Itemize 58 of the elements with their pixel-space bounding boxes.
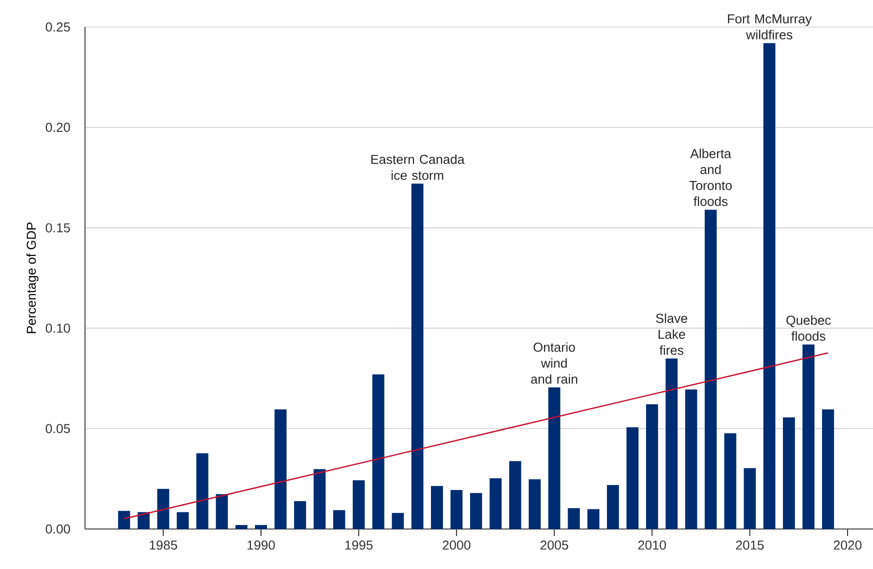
- bar: [802, 344, 814, 529]
- annotation: Alberta and Toronto floods: [689, 148, 732, 206]
- bar: [587, 509, 600, 529]
- bar: [528, 479, 541, 529]
- bar: [568, 508, 580, 529]
- bar: [196, 453, 208, 529]
- bar: [216, 494, 228, 529]
- bar: [333, 510, 346, 529]
- x-tick-label: 2010: [638, 540, 666, 550]
- y-tick-label: 0.15: [46, 223, 70, 232]
- bar: [704, 210, 717, 529]
- y-tick-label: 0.10: [46, 324, 70, 333]
- bar: [314, 469, 326, 529]
- bar: [118, 510, 130, 529]
- x-tick-label: 1985: [150, 540, 178, 550]
- bar: [646, 404, 658, 529]
- bar: [470, 493, 482, 529]
- x-tick-label: 2005: [540, 540, 568, 550]
- annotation: Eastern Canada ice storm: [371, 154, 465, 180]
- y-tick-label: 0.25: [46, 22, 70, 32]
- bar: [450, 490, 463, 529]
- annotation: Slave Lake fires: [656, 313, 688, 355]
- x-tick-label: 2000: [442, 540, 470, 550]
- bar: [176, 512, 189, 529]
- bar: [509, 461, 522, 529]
- bar: [372, 374, 384, 529]
- bar: [138, 512, 150, 529]
- bar: [392, 512, 404, 529]
- bar: [744, 468, 756, 529]
- bar: [763, 43, 776, 529]
- y-tick-label: 0.00: [46, 524, 70, 534]
- annotation: Fort McMurray wildfires: [728, 14, 812, 40]
- x-tick-label: 1990: [248, 540, 275, 550]
- y-tick-label: 0.05: [46, 424, 70, 434]
- bar: [157, 488, 170, 529]
- y-axis-title: Percentage of GDP: [26, 222, 38, 334]
- bar: [352, 480, 365, 529]
- bar: [626, 427, 638, 529]
- x-tick-label: 2020: [834, 540, 862, 550]
- bar: [254, 524, 267, 529]
- bar: [274, 409, 287, 529]
- bar: [685, 389, 698, 529]
- bar: [822, 409, 834, 529]
- bar: [411, 184, 424, 529]
- x-tick-label: 2015: [736, 540, 764, 550]
- bar: [606, 485, 619, 529]
- bar: [235, 524, 248, 529]
- y-tick-label: 0.20: [46, 122, 70, 132]
- bar: [430, 486, 443, 529]
- annotation: Ontario wind and rain: [531, 342, 578, 384]
- bar: [782, 417, 795, 529]
- bar: [666, 358, 678, 529]
- bar: [294, 501, 306, 529]
- annotation: Quebec floods: [786, 315, 831, 341]
- x-tick-label: 1995: [345, 540, 373, 550]
- bar: [724, 433, 736, 529]
- bar: [548, 387, 560, 529]
- bar: [490, 478, 502, 529]
